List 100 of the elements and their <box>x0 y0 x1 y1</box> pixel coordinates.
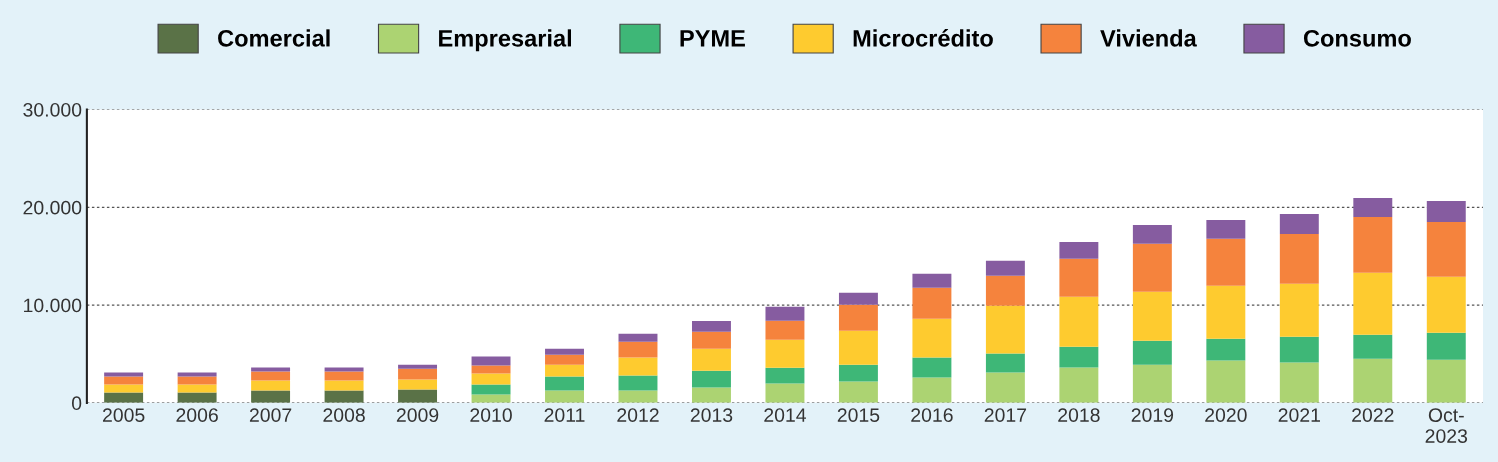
y-tick-label: 30.000 <box>23 102 82 117</box>
bar <box>985 305 1025 354</box>
x-tick-label: 2019 <box>1131 408 1174 423</box>
y-tick-label: 10.000 <box>24 298 82 313</box>
bar <box>1059 346 1099 368</box>
x-tick-label: 2021 <box>1278 408 1320 423</box>
bar <box>765 306 805 321</box>
bar <box>838 381 878 403</box>
bar <box>1353 216 1393 273</box>
bar <box>838 292 878 305</box>
bar <box>985 275 1025 306</box>
bar <box>985 260 1025 276</box>
x-tick-label: 2008 <box>323 408 365 423</box>
bar <box>545 354 584 365</box>
bar <box>912 273 952 288</box>
bar <box>765 383 805 403</box>
y-tick-label: 20.000 <box>23 200 82 215</box>
x-tick-label: 2015 <box>837 408 880 423</box>
bar <box>692 387 731 403</box>
bar <box>251 380 291 391</box>
bar <box>1206 338 1246 361</box>
bar <box>1279 362 1319 403</box>
bar <box>104 384 144 393</box>
bar <box>838 364 878 382</box>
x-tick-label: 2014 <box>764 408 807 423</box>
bar <box>1059 258 1099 297</box>
x-tick-label: 2007 <box>249 408 292 423</box>
bar <box>1206 360 1246 403</box>
bar <box>1132 291 1172 341</box>
bar <box>912 318 952 358</box>
bar <box>1279 233 1319 284</box>
bar <box>471 384 511 395</box>
x-tick-label: 2006 <box>176 408 218 423</box>
bar <box>985 372 1025 403</box>
bar <box>324 371 364 381</box>
bar <box>912 287 952 319</box>
bar <box>618 357 658 376</box>
bar <box>1353 197 1393 217</box>
x-tick-label: 2010 <box>470 408 512 423</box>
bar <box>398 368 438 380</box>
bar <box>1426 332 1466 360</box>
bar <box>838 330 878 365</box>
bar <box>545 376 584 391</box>
bar <box>1279 283 1319 337</box>
bar <box>838 304 878 331</box>
x-tick-label: 2022 <box>1352 408 1394 423</box>
y-tick-label: 0 <box>71 396 82 411</box>
legend-label: Consumo <box>1303 29 1411 47</box>
bar <box>1206 238 1246 286</box>
bar <box>912 357 952 378</box>
bar <box>692 320 731 332</box>
bar <box>545 348 584 355</box>
legend-label: Vivienda <box>1100 29 1197 47</box>
bar <box>765 367 805 384</box>
bar <box>1426 276 1466 333</box>
bar <box>104 372 144 377</box>
bar <box>398 379 438 390</box>
bar <box>692 331 731 349</box>
bar <box>1353 272 1393 335</box>
legend-label: Empresarial <box>439 29 572 52</box>
bar <box>251 367 291 372</box>
bar <box>1132 224 1172 244</box>
bar <box>1426 201 1466 222</box>
bar <box>471 365 511 374</box>
legend-label: PYME <box>680 30 745 47</box>
bar <box>177 372 217 377</box>
bar <box>251 371 291 381</box>
legend-label: Microcrédito <box>853 29 993 47</box>
bar <box>765 320 805 340</box>
bar <box>912 377 952 403</box>
x-tick-label: 2013 <box>690 408 733 423</box>
bar <box>1132 364 1172 403</box>
bar <box>545 364 584 377</box>
bar <box>765 339 805 368</box>
bar <box>177 376 217 385</box>
x-tick-label: 2020 <box>1205 408 1247 423</box>
bar <box>1206 219 1246 239</box>
x-tick-label: 2016 <box>911 408 953 423</box>
bar <box>1059 296 1099 347</box>
bar <box>1206 285 1246 339</box>
bar <box>471 356 511 366</box>
legend-label: Comercial <box>218 29 330 47</box>
bar <box>1132 340 1172 365</box>
bar <box>324 380 364 391</box>
bar <box>985 353 1025 373</box>
bar <box>618 341 658 358</box>
bar <box>1353 334 1393 359</box>
x-tick-label: 2017 <box>984 408 1027 423</box>
bar <box>398 389 438 403</box>
bar <box>618 375 658 391</box>
bar <box>692 370 731 388</box>
bar <box>692 348 731 371</box>
x-tick-label: 2009 <box>396 408 439 423</box>
x-tick-label: 2005 <box>102 408 145 423</box>
bar <box>398 364 438 369</box>
bar <box>1059 367 1099 403</box>
bar <box>1059 241 1099 259</box>
bar <box>618 333 658 342</box>
bar <box>324 367 364 372</box>
bar <box>1426 359 1466 403</box>
